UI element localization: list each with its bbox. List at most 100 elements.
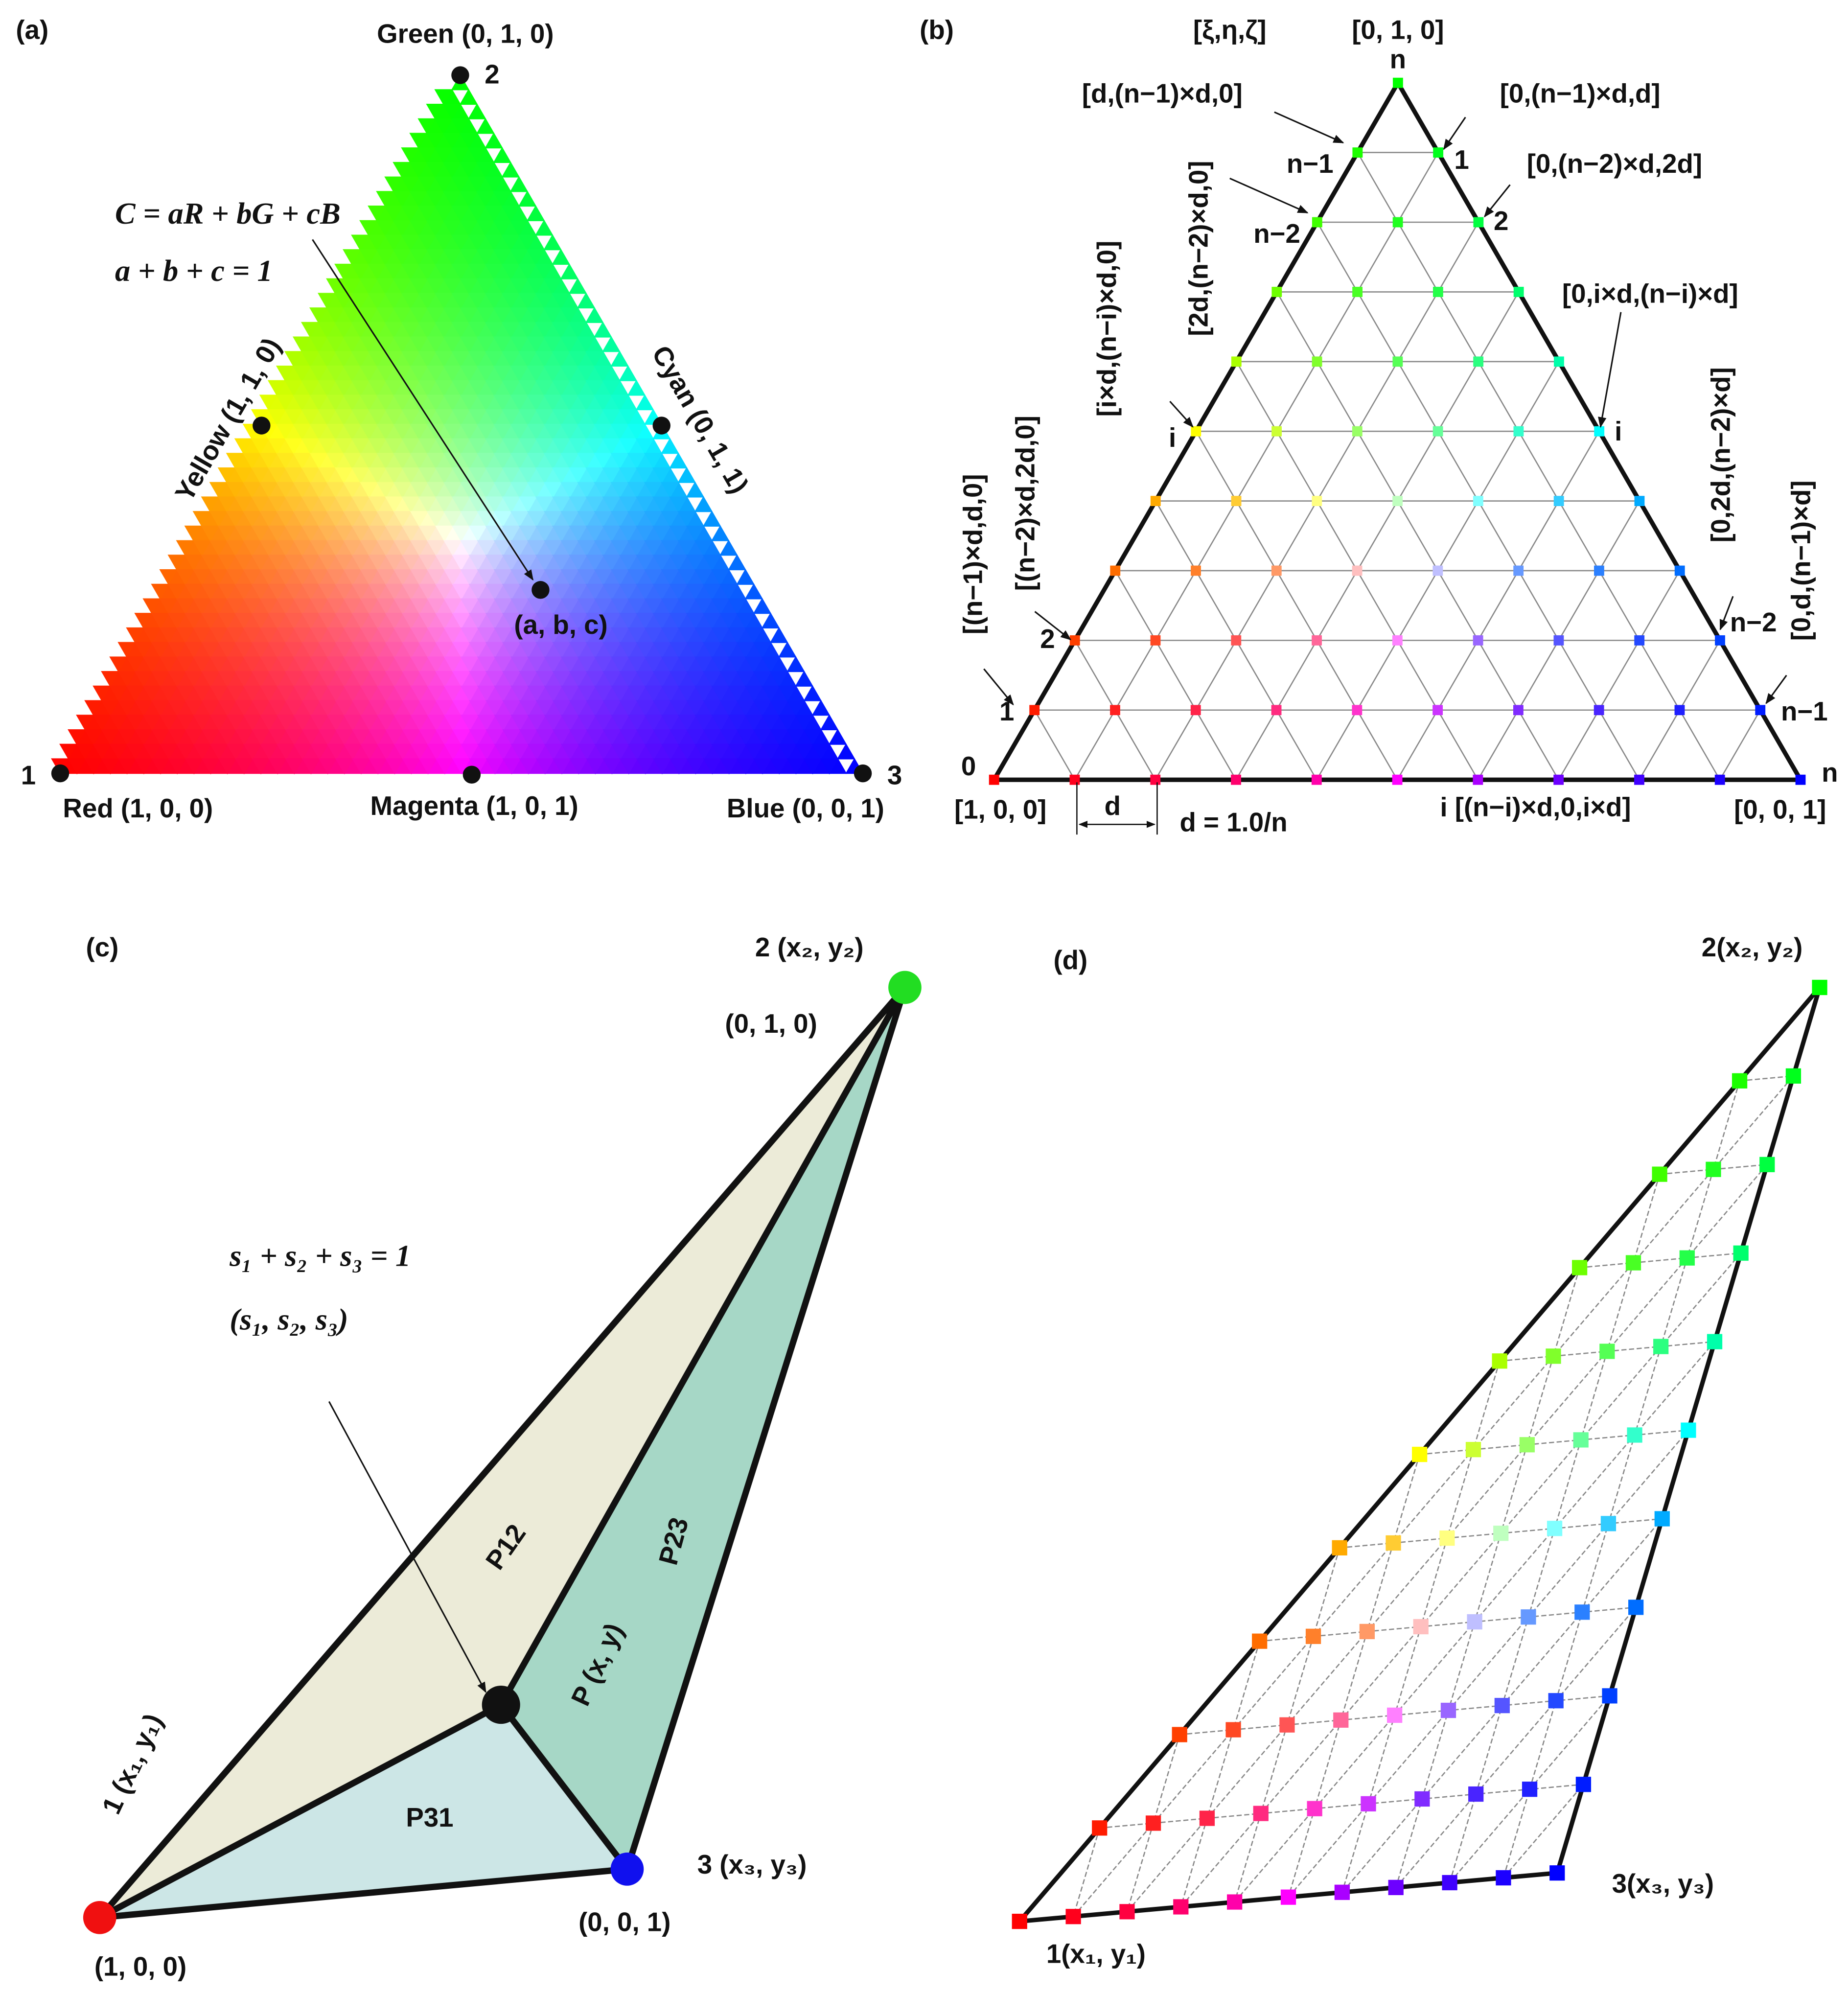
color-cell: [518, 496, 537, 513]
color-cell: [267, 380, 286, 396]
color-cell: [585, 467, 604, 484]
color-cell: [402, 613, 420, 629]
color-cell: [585, 380, 604, 396]
color-cell: [326, 540, 345, 556]
color-cell: [661, 627, 680, 644]
color-cell: [426, 249, 445, 266]
grid-node: [1012, 1913, 1027, 1929]
grid-node: [1150, 496, 1161, 506]
color-cell: [527, 453, 546, 469]
grid-node: [1312, 217, 1322, 228]
grid-line: [1034, 710, 1076, 780]
color-cell: [736, 568, 755, 585]
color-cell: [385, 467, 404, 484]
color-cell: [602, 467, 621, 484]
color-cell: [293, 656, 312, 673]
color-cell: [393, 220, 412, 236]
color-cell: [134, 758, 153, 775]
color-cell: [68, 758, 87, 775]
color-cell: [477, 656, 496, 673]
color-cell: [142, 685, 162, 702]
color-cell: [762, 715, 780, 731]
color-cell: [427, 540, 445, 556]
color-cell: [552, 467, 571, 484]
color-cell: [401, 351, 420, 368]
color-cell: [535, 467, 554, 484]
color-cell: [485, 380, 504, 396]
color-cell: [276, 540, 295, 556]
label: 1(x₁, y₁): [1046, 1939, 1146, 1969]
grid-node: [1231, 356, 1242, 367]
color-cell: [368, 642, 387, 658]
color-cell: [301, 583, 320, 600]
color-cell: [494, 656, 512, 673]
grid-node: [1625, 1255, 1641, 1271]
color-cell: [443, 598, 462, 615]
label: (0, 1, 0): [725, 1009, 817, 1039]
color-cell: [703, 613, 721, 629]
color-cell: [351, 613, 370, 629]
color-cell: [409, 249, 428, 266]
label: 1: [21, 760, 36, 790]
color-cell: [594, 540, 613, 556]
color-cell: [443, 307, 462, 324]
color-cell: [293, 482, 312, 498]
color-cell: [786, 700, 805, 717]
color-cell: [360, 569, 379, 585]
color-cell: [393, 598, 412, 615]
color-cell: [485, 351, 504, 368]
color-cell: [168, 729, 186, 745]
color-cell: [669, 496, 688, 513]
color-cell: [719, 729, 739, 745]
grid-node: [1312, 635, 1322, 646]
color-cell: [661, 685, 680, 702]
color-cell: [101, 729, 120, 745]
grid-node: [1432, 705, 1443, 716]
color-cell: [426, 133, 445, 149]
color-cell: [778, 641, 797, 658]
color-cell: [268, 613, 287, 629]
color-cell: [334, 438, 353, 455]
color-cell: [670, 729, 688, 745]
color-cell: [251, 438, 270, 455]
color-cell: [435, 351, 454, 368]
color-cell: [585, 307, 604, 323]
color-cell: [434, 234, 453, 251]
color-cell: [426, 307, 445, 324]
color-cell: [594, 482, 613, 498]
color-cell: [251, 729, 270, 745]
color-cell: [661, 743, 680, 760]
color-cell: [543, 336, 562, 353]
color-cell: [476, 278, 495, 295]
color-cell: [427, 656, 446, 673]
color-cell: [611, 598, 629, 615]
grid-node: [1707, 1334, 1723, 1349]
color-cell: [351, 729, 370, 745]
color-cell: [677, 656, 696, 673]
color-cell: [543, 365, 562, 382]
color-cell: [577, 365, 596, 382]
color-cell: [460, 656, 479, 673]
color-cell: [502, 583, 521, 600]
color-cell: [443, 511, 462, 527]
color-cell: [753, 642, 772, 658]
color-cell: [142, 627, 162, 644]
color-cell: [552, 380, 571, 396]
color-cell: [259, 627, 278, 644]
color-cell: [259, 656, 278, 673]
color-cell: [410, 569, 429, 585]
color-cell: [368, 380, 387, 396]
grid-node: [1795, 774, 1806, 785]
color-cell: [485, 322, 504, 338]
label: (d): [1053, 945, 1087, 975]
color-cell: [426, 482, 445, 498]
color-cell: [493, 482, 512, 498]
label: 1: [1454, 145, 1469, 175]
grid-node: [1574, 1604, 1590, 1620]
color-cell: [251, 642, 270, 658]
color-cell: [477, 423, 495, 440]
color-cell: [142, 598, 162, 615]
color-cell: [334, 380, 353, 396]
color-cell: [502, 700, 521, 717]
color-cell: [259, 685, 278, 702]
